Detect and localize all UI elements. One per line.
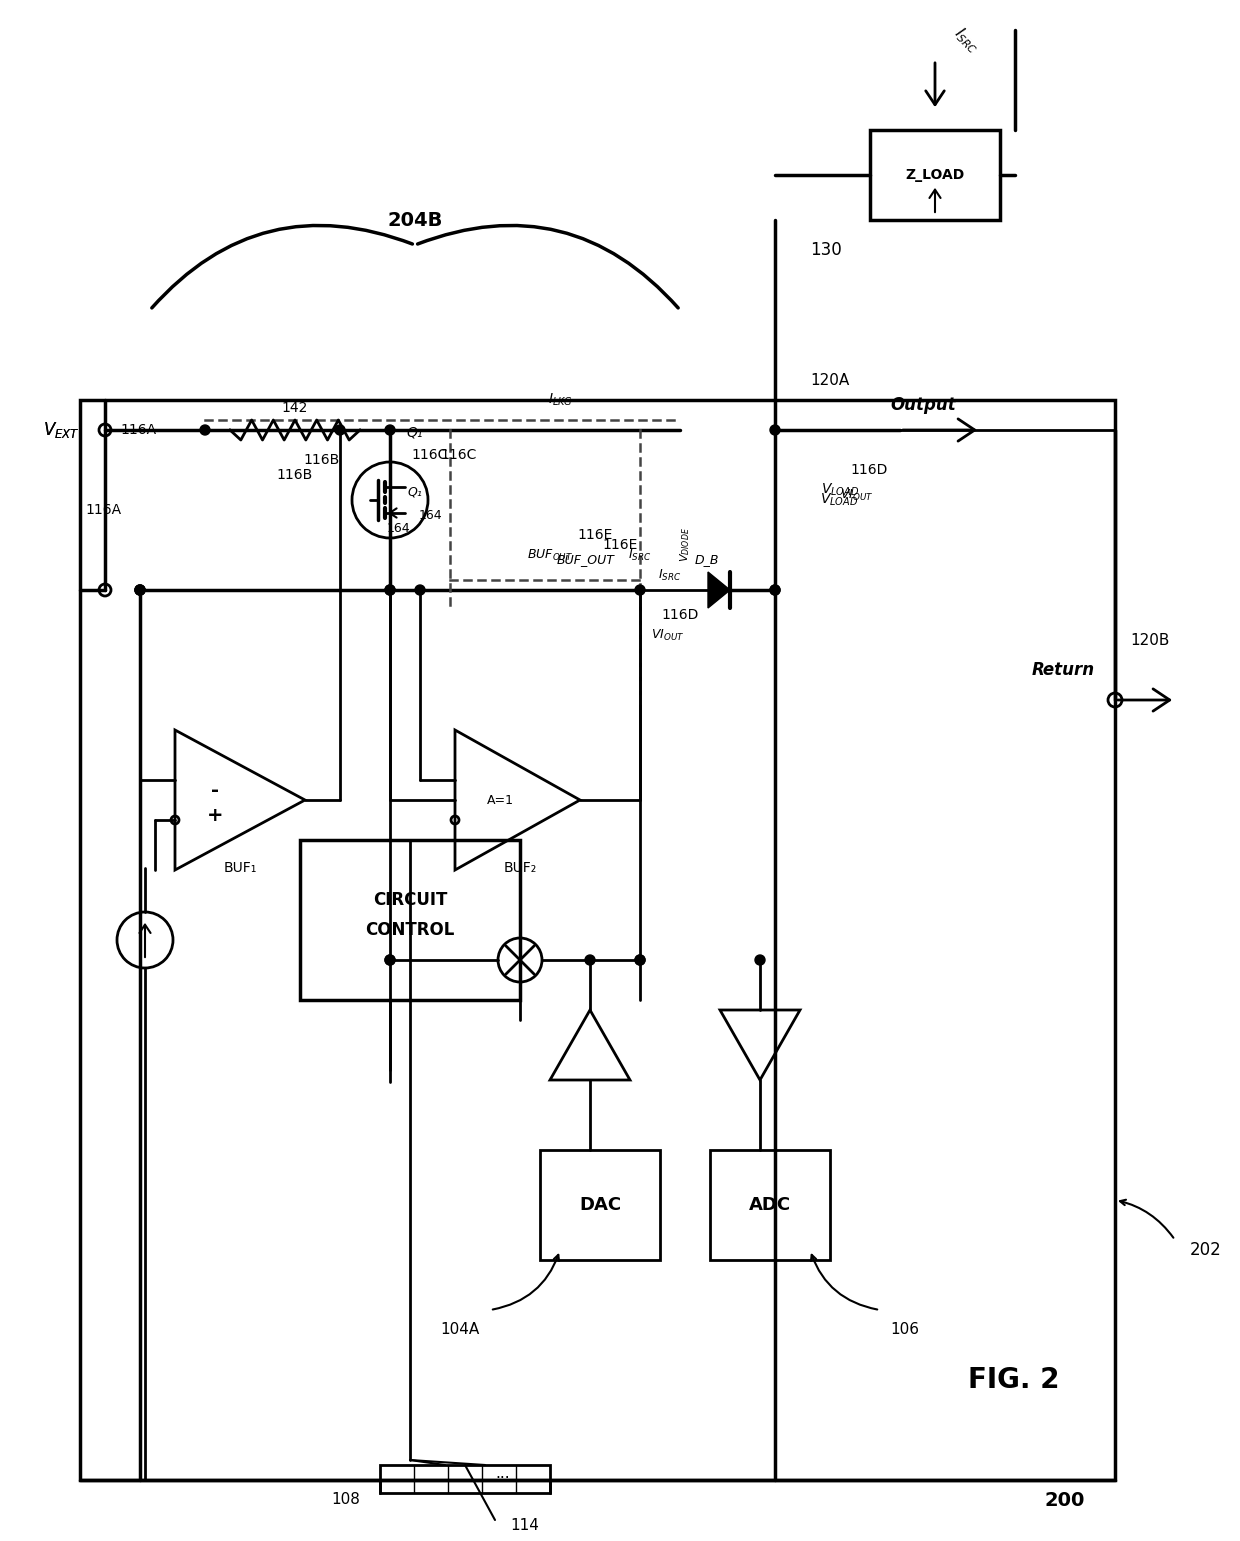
Text: -: - xyxy=(211,780,219,800)
Text: A=1: A=1 xyxy=(486,794,513,806)
Text: $I_{SRC}$: $I_{SRC}$ xyxy=(950,23,983,57)
Circle shape xyxy=(384,586,396,595)
Text: 164: 164 xyxy=(418,509,441,521)
Text: 120A: 120A xyxy=(810,373,849,387)
Circle shape xyxy=(770,586,780,595)
Text: ···: ··· xyxy=(495,1472,510,1487)
Polygon shape xyxy=(708,572,730,609)
Text: 200: 200 xyxy=(1044,1490,1085,1510)
Text: 164: 164 xyxy=(386,521,409,535)
Bar xyxy=(81,401,1115,1479)
Text: 104A: 104A xyxy=(440,1322,480,1338)
Text: $V_{LOAD}$: $V_{LOAD}$ xyxy=(821,482,859,498)
Circle shape xyxy=(384,425,396,435)
Text: $I_{SRC}$: $I_{SRC}$ xyxy=(658,567,682,582)
Circle shape xyxy=(335,425,345,435)
Text: 116C: 116C xyxy=(412,448,448,462)
Text: $VI_{OUT}$: $VI_{OUT}$ xyxy=(651,627,684,643)
Text: +: + xyxy=(207,806,223,824)
Text: ADC: ADC xyxy=(749,1196,791,1214)
Circle shape xyxy=(585,955,595,965)
Text: 116A: 116A xyxy=(86,502,122,516)
Circle shape xyxy=(135,586,145,595)
Circle shape xyxy=(770,425,780,435)
Bar xyxy=(539,1150,660,1261)
Text: 130: 130 xyxy=(810,240,842,259)
Text: BUF₁: BUF₁ xyxy=(223,861,257,875)
Text: FIG. 2: FIG. 2 xyxy=(968,1365,1060,1395)
Bar xyxy=(870,129,999,220)
Text: $V_{EXT}$: $V_{EXT}$ xyxy=(43,421,81,441)
Text: $V_{EXT}$: $V_{EXT}$ xyxy=(43,421,81,441)
Text: 116B: 116B xyxy=(304,453,340,467)
Text: 116D: 116D xyxy=(661,609,698,623)
Text: 116A: 116A xyxy=(120,422,156,438)
Circle shape xyxy=(200,425,210,435)
Text: Q₁: Q₁ xyxy=(407,425,423,439)
Text: 116B: 116B xyxy=(277,468,314,482)
Bar xyxy=(711,1150,830,1261)
Circle shape xyxy=(135,586,145,595)
Text: Z_LOAD: Z_LOAD xyxy=(905,168,965,182)
Text: D_B: D_B xyxy=(694,553,719,567)
Text: 116D: 116D xyxy=(849,462,888,478)
Text: CIRCUIT: CIRCUIT xyxy=(373,891,448,909)
Circle shape xyxy=(415,586,425,595)
Text: $V_{LOAD}$: $V_{LOAD}$ xyxy=(820,492,858,509)
Circle shape xyxy=(635,955,645,965)
Circle shape xyxy=(635,586,645,595)
Text: $I_{SRC}$: $I_{SRC}$ xyxy=(629,547,652,562)
Circle shape xyxy=(770,586,780,595)
Text: 120B: 120B xyxy=(1130,632,1169,647)
Circle shape xyxy=(135,586,145,595)
Circle shape xyxy=(635,955,645,965)
Text: $I_{LKG}$: $I_{LKG}$ xyxy=(548,391,573,408)
Bar xyxy=(300,840,520,1000)
Text: CONTROL: CONTROL xyxy=(366,922,455,938)
Text: 116E: 116E xyxy=(578,529,613,542)
Text: Return: Return xyxy=(1032,661,1095,680)
Text: 142: 142 xyxy=(281,401,309,415)
Text: $V_{DIODE}$: $V_{DIODE}$ xyxy=(678,527,692,562)
Circle shape xyxy=(384,955,396,965)
Text: $VI_{OUT}$: $VI_{OUT}$ xyxy=(839,487,873,502)
Text: 202: 202 xyxy=(1190,1241,1221,1259)
Circle shape xyxy=(755,955,765,965)
Text: 204B: 204B xyxy=(387,211,443,230)
Circle shape xyxy=(384,955,396,965)
Text: BUF_OUT: BUF_OUT xyxy=(557,553,615,567)
Text: 114: 114 xyxy=(510,1518,539,1532)
Text: BUF₂: BUF₂ xyxy=(503,861,537,875)
Text: 106: 106 xyxy=(890,1322,919,1338)
Text: 116E: 116E xyxy=(603,538,637,552)
Circle shape xyxy=(384,586,396,595)
Text: Output: Output xyxy=(890,396,956,415)
Text: 116C: 116C xyxy=(440,448,476,462)
Text: 108: 108 xyxy=(331,1493,360,1507)
Text: Q₁: Q₁ xyxy=(408,485,423,498)
Text: BUF$_{OUT}$: BUF$_{OUT}$ xyxy=(527,547,573,562)
Text: DAC: DAC xyxy=(579,1196,621,1214)
Bar xyxy=(379,1465,551,1493)
